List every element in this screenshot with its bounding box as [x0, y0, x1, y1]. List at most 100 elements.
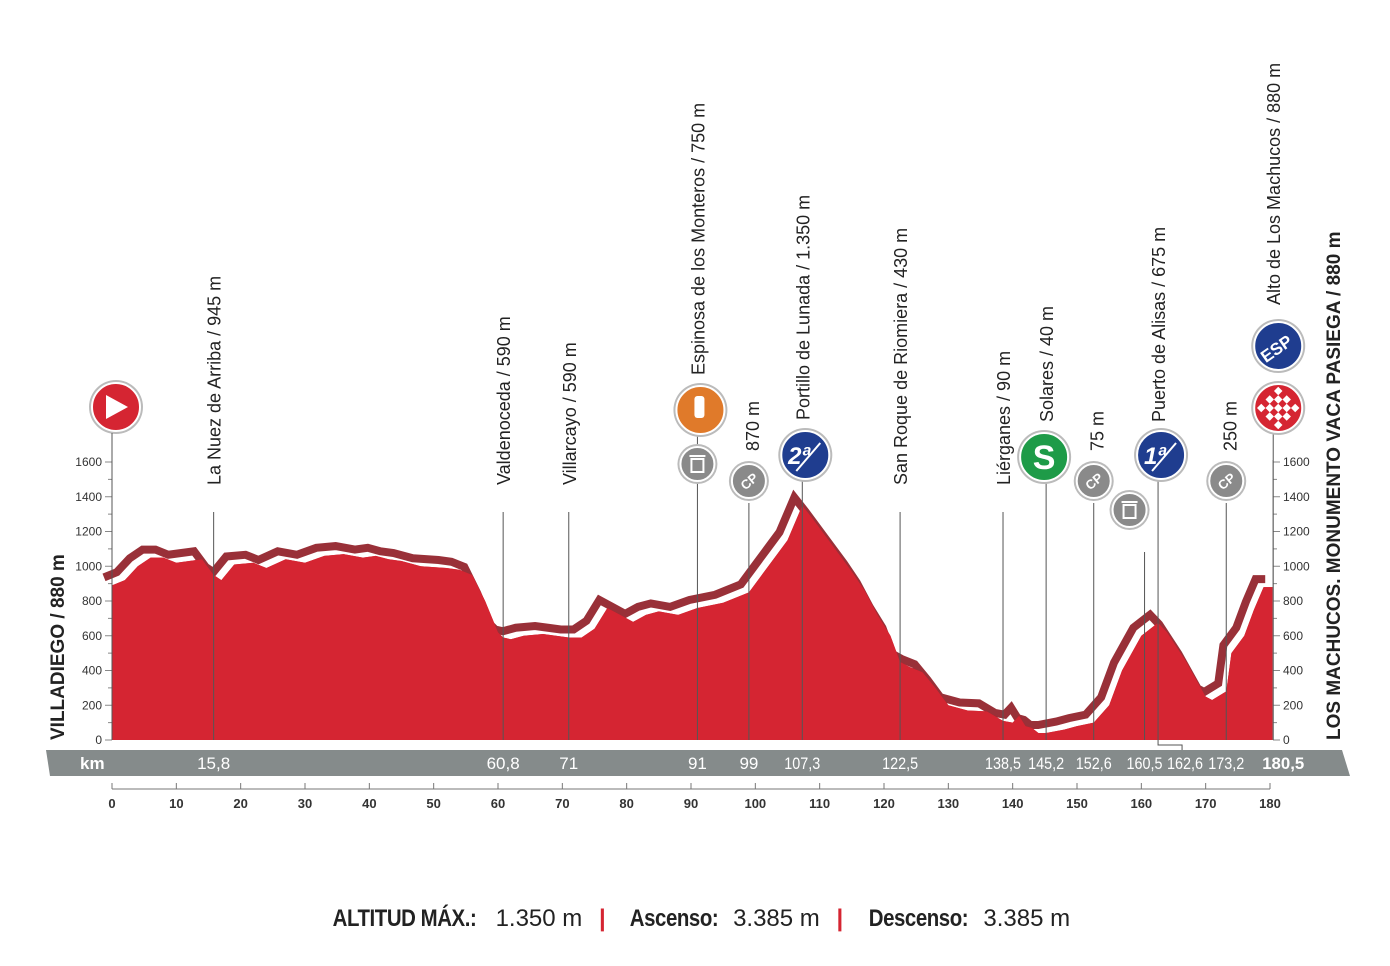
- waste-zone-icon: [1109, 490, 1150, 530]
- y-tick-label: 600: [1283, 629, 1303, 643]
- waypoint-label: 75 m: [1088, 411, 1108, 451]
- checker: [1265, 403, 1274, 413]
- km-marker: 91: [688, 754, 707, 773]
- y-tick-label: 1200: [75, 525, 102, 539]
- descent-value: 3.385 m: [983, 905, 1071, 932]
- climb-point-icon: CP: [1206, 461, 1247, 501]
- y-tick-label: 200: [82, 698, 102, 712]
- profile-relief-shade: [102, 489, 1266, 730]
- km-marker: 180,5: [1262, 754, 1304, 773]
- y-tick-label: 1200: [1283, 525, 1310, 539]
- max-altitude-label: ALTITUD MÁX.:: [332, 905, 477, 932]
- bin-glyph: [1122, 504, 1137, 519]
- y-tick-label: 1600: [75, 455, 102, 469]
- waypoint-label: Portillo de Lunada / 1.350 m: [793, 195, 813, 420]
- y-tick-label: 1400: [1283, 490, 1310, 504]
- category-2-climb-icon: 2ª: [778, 428, 833, 482]
- sprint-icon: S: [1017, 430, 1072, 484]
- divider: |: [836, 905, 844, 932]
- start-icon: [89, 380, 143, 434]
- stage-summary: ALTITUD MÁX.: 1.350 m | Ascenso: 3.385 m…: [0, 905, 1390, 933]
- y-tick-label: 400: [1283, 664, 1303, 678]
- x-tick-label: 110: [809, 796, 830, 811]
- bottle-glyph: [694, 396, 705, 418]
- category-glyph: 1ª: [1144, 443, 1167, 470]
- km-marker: 160,5: [1127, 754, 1163, 773]
- badge-face: [1136, 430, 1187, 480]
- sprint-glyph: S: [1033, 439, 1056, 477]
- checker: [1265, 395, 1274, 404]
- play-glyph: [106, 395, 128, 419]
- y-tick-label: 800: [1283, 594, 1303, 608]
- y-tick-label: 800: [82, 594, 102, 608]
- y-tick-label: 1600: [1283, 455, 1310, 469]
- waypoint-label: Valdenoceda / 590 m: [494, 316, 514, 485]
- x-tick-label: 180: [1259, 796, 1281, 811]
- x-tick-label: 60: [491, 796, 505, 811]
- x-tick-label: 80: [619, 796, 633, 811]
- km-marker: 122,5: [882, 754, 918, 773]
- y-tick-label: 0: [1283, 733, 1290, 747]
- x-tick-label: 20: [233, 796, 247, 811]
- km-marker: 145,2: [1028, 754, 1064, 773]
- x-tick-label: 170: [1195, 796, 1217, 811]
- profile-area-front: [112, 505, 1274, 740]
- y-tick-label: 1400: [75, 490, 102, 504]
- x-tick-label: 50: [426, 796, 440, 811]
- x-tick-label: 150: [1066, 796, 1088, 811]
- divider: |: [598, 905, 606, 932]
- km-marker: 138,5: [985, 754, 1021, 773]
- waypoint-label: La Nuez de Arriba / 945 m: [205, 276, 225, 485]
- feed-zone-icon: [673, 383, 728, 437]
- km-marker: 60,8: [487, 754, 520, 773]
- x-tick-label: 130: [937, 796, 959, 811]
- km-marker: 71: [559, 754, 578, 773]
- mountain-arrow: [795, 442, 822, 472]
- badge-face: [1075, 463, 1112, 499]
- km-marker: 162,6: [1167, 754, 1203, 773]
- waypoint-label: Alto de Los Machucos / 880 m: [1264, 63, 1284, 305]
- profile-chart: 0200400600800100012001400160002004006008…: [46, 63, 1350, 811]
- checker: [1282, 395, 1291, 404]
- badge-face: [1111, 492, 1148, 528]
- y-tick-label: 400: [82, 664, 102, 678]
- ascent-value: 3.385 m: [733, 905, 820, 932]
- km-marker: 99: [739, 754, 758, 773]
- km-band: [46, 750, 1350, 776]
- x-tick-label: 70: [555, 796, 569, 811]
- bin-glyph: [690, 458, 705, 473]
- waypoint-label: Solares / 40 m: [1037, 306, 1057, 422]
- climb-point-icon: CP: [728, 461, 769, 501]
- special-climb-icon: ESP: [1251, 319, 1306, 373]
- max-altitude-value: 1.350 m: [495, 905, 583, 932]
- descent-label: Descenso:: [868, 905, 969, 932]
- km-marker-connector: [1157, 740, 1183, 750]
- y-tick-label: 1000: [1283, 559, 1310, 573]
- badge-face: [1208, 463, 1245, 499]
- waste-zone-icon: [677, 444, 718, 484]
- start-label: VILLADIEGO / 880 m: [48, 554, 69, 740]
- climb-point-icon: CP: [1073, 461, 1114, 501]
- waypoint-label: 250 m: [1220, 401, 1240, 451]
- badge-face: [780, 430, 831, 480]
- km-marker: 15,8: [197, 754, 230, 773]
- x-tick-label: 120: [873, 796, 895, 811]
- ascent-label: Ascenso:: [630, 905, 719, 932]
- y-tick-label: 0: [95, 733, 102, 747]
- x-tick-label: 30: [298, 796, 312, 811]
- waypoint-label: 870 m: [743, 401, 763, 451]
- km-marker: 173,2: [1208, 754, 1244, 773]
- waypoint-label: San Roque de Riomiera / 430 m: [891, 228, 911, 485]
- badge-face: [1019, 432, 1070, 482]
- waypoint-label: Puerto de Alisas / 675 m: [1149, 227, 1169, 422]
- x-tick-label: 140: [1002, 796, 1024, 811]
- km-marker: 107,3: [784, 754, 820, 773]
- checker: [1273, 403, 1283, 413]
- checker: [1282, 412, 1291, 421]
- mountain-arrow: [1151, 442, 1177, 472]
- km-band-label: km: [80, 754, 105, 773]
- finish-label: LOS MACHUCOS. MONUMENTO VACA PASIEGA / 8…: [1324, 232, 1345, 740]
- x-tick-label: 0: [108, 796, 115, 811]
- km-marker: 152,6: [1076, 754, 1112, 773]
